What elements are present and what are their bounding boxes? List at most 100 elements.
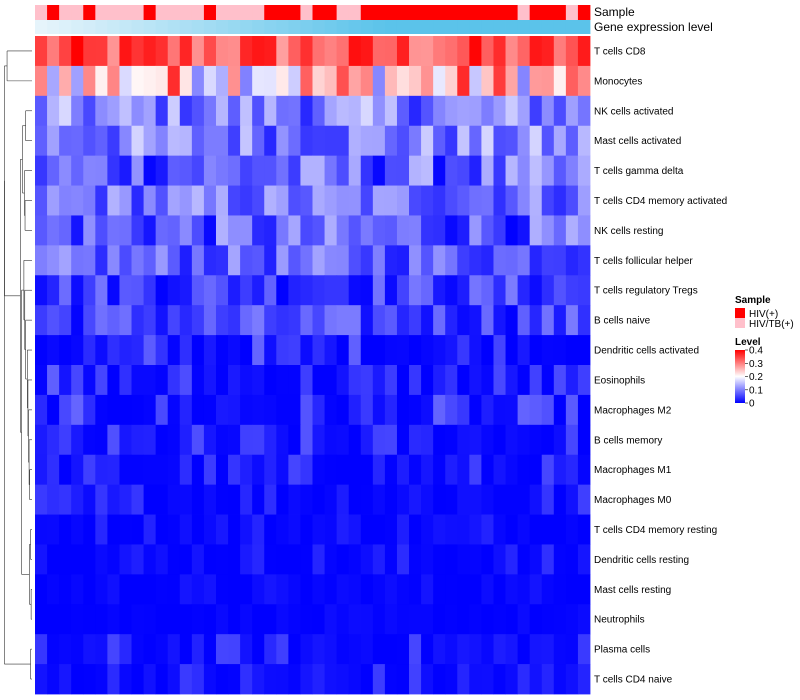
heatmap-cell [95, 424, 108, 456]
heatmap-cell [348, 155, 362, 186]
heatmap-cell [107, 36, 120, 67]
heatmap-cell [529, 125, 543, 157]
heatmap-cell [324, 484, 338, 515]
sample-annotation-cell [336, 5, 350, 20]
heatmap-cell [469, 155, 482, 186]
heatmap-cell [131, 394, 144, 426]
heatmap-cell [155, 335, 169, 366]
heatmap-cell [541, 275, 555, 306]
heatmap-cell [396, 305, 410, 336]
heatmap-cell [107, 275, 120, 306]
heatmap-cell [119, 125, 132, 157]
heatmap-cell [95, 514, 108, 545]
heatmap-cell [276, 484, 289, 515]
heatmap-cell [553, 454, 567, 486]
sample-annotation-cell [288, 5, 301, 20]
heatmap-cell [143, 544, 157, 575]
heatmap-cell [336, 185, 350, 216]
heatmap-cell [372, 424, 386, 456]
heatmap-cell [517, 454, 531, 486]
heatmap-cell [95, 604, 108, 635]
heatmap-cell [35, 664, 48, 695]
heatmap-cell [505, 664, 519, 695]
heatmap-cell [167, 245, 181, 276]
heatmap-cell [179, 95, 193, 127]
heatmap-cell [481, 394, 494, 426]
heatmap-cell [565, 36, 579, 67]
heatmap-cell [324, 394, 338, 426]
sample-annotation-cell [384, 5, 398, 20]
heatmap-cell [107, 634, 120, 665]
heatmap-cell [119, 215, 132, 246]
gene-expression-cell [59, 20, 72, 34]
row-label: B cells memory [594, 435, 662, 446]
heatmap-cell [396, 65, 410, 97]
heatmap-cell [469, 664, 482, 695]
heatmap-cell [143, 664, 157, 695]
heatmap-cell [312, 424, 325, 456]
heatmap-cell [312, 394, 325, 426]
heatmap-cell [565, 394, 579, 426]
heatmap-cell [469, 604, 482, 635]
heatmap-cell [264, 305, 277, 336]
heatmap-cell [372, 514, 386, 545]
heatmap-cell [47, 215, 60, 246]
gene-expression-cell [505, 20, 519, 34]
heatmap-cell [215, 155, 229, 186]
heatmap-cell [445, 514, 458, 545]
sample-annotation-cell [553, 5, 567, 20]
heatmap-cell [300, 95, 313, 127]
heatmap-cell [505, 95, 519, 127]
heatmap-cell [240, 394, 253, 426]
heatmap-cell [324, 514, 338, 545]
heatmap-cell [577, 394, 591, 426]
heatmap-cell [348, 125, 362, 157]
heatmap-cell [529, 335, 543, 366]
heatmap-cell [288, 604, 301, 635]
heatmap-cell [167, 664, 181, 695]
heatmap-cell [433, 125, 446, 157]
heatmap-cell [481, 155, 494, 186]
heatmap-cell [493, 125, 506, 157]
heatmap-cell [481, 335, 494, 366]
heatmap-cell [47, 634, 60, 665]
heatmap-cell [240, 365, 253, 396]
heatmap-cell [264, 36, 277, 67]
heatmap-cell [228, 245, 241, 276]
heatmap-cell [348, 245, 362, 276]
heatmap-cell [155, 365, 169, 396]
heatmap-cell [481, 484, 494, 515]
heatmap-cell [409, 95, 422, 127]
heatmap-cell [409, 335, 422, 366]
gene-expression-cell [529, 20, 543, 34]
heatmap-cell [396, 664, 410, 695]
heatmap-cell [191, 36, 205, 67]
heatmap-cell [179, 305, 193, 336]
heatmap-cell [276, 634, 289, 665]
gene-expression-cell [493, 20, 506, 34]
gene-expression-cell [565, 20, 579, 34]
heatmap-cell [348, 604, 362, 635]
heatmap-cell [481, 305, 494, 336]
heatmap-cell [336, 424, 350, 456]
heatmap-cell [240, 574, 253, 605]
heatmap-cell [457, 365, 470, 396]
heatmap-cell [433, 424, 446, 456]
heatmap-cell [360, 664, 374, 695]
heatmap-cell [107, 544, 120, 575]
heatmap-cell [288, 215, 301, 246]
heatmap-cell [179, 275, 193, 306]
heatmap-cell [131, 514, 144, 545]
heatmap-cell [457, 215, 470, 246]
heatmap-cell [215, 484, 229, 515]
heatmap-cell [372, 365, 386, 396]
heatmap-cell [59, 544, 72, 575]
heatmap-cell [517, 275, 531, 306]
heatmap-cell [131, 544, 144, 575]
heatmap-cell [577, 574, 591, 605]
heatmap-cell [348, 215, 362, 246]
row-label: T cells CD8 [594, 47, 646, 58]
heatmap-cell [228, 155, 241, 186]
heatmap-cell [264, 95, 277, 127]
